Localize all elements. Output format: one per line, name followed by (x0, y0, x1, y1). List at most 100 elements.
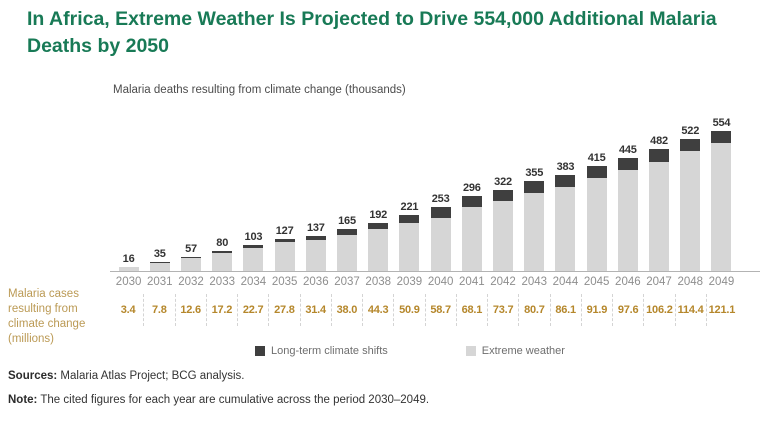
bar-segment-extreme-weather (118, 267, 139, 271)
bar-segment-extreme-weather (337, 235, 358, 271)
bar-value-label: 296 (462, 182, 481, 194)
stacked-bar (430, 207, 451, 271)
bar-segment-long-term-climate-shifts (368, 223, 389, 229)
cases-row: 3.4 7.8 12.6 17.2 22.7 27.8 31.4 38.0 44.3 50.9 58… (113, 294, 737, 326)
year-label: 2038 (365, 276, 392, 288)
bar-segment-long-term-climate-shifts (305, 236, 326, 240)
footer: Sources: Malaria Atlas Project; BCG anal… (8, 369, 429, 417)
year-axis: 2030 2031 2032 2033 2034 2035 2036 2037 2038 2039… (113, 276, 737, 288)
chart-axis-title: Malaria deaths resulting from climate ch… (113, 84, 406, 96)
bar-column-2040: 253 (425, 104, 456, 271)
cases-value: 80.7 (518, 294, 549, 326)
bar-value-label: 127 (275, 225, 294, 237)
bar-segment-extreme-weather (243, 248, 264, 271)
stacked-bar (305, 236, 326, 271)
cases-value: 44.3 (362, 294, 393, 326)
year-label: 2031 (147, 276, 173, 288)
bar-column-2043: 355 (519, 104, 550, 271)
bar-column-2046: 445 (612, 104, 643, 271)
bar-column-2045: 415 (581, 104, 612, 271)
cases-value: 91.9 (580, 294, 612, 326)
legend: Long-term climate shifts Extreme weather (255, 345, 565, 357)
sources-line: Sources: Malaria Atlas Project; BCG anal… (8, 369, 429, 384)
legend-item: Extreme weather (465, 345, 565, 357)
bar-chart: 16 35 57 80 103 127 137 165 192 221 253 296 322 355 38… (113, 104, 737, 271)
cases-value: 17.2 (205, 294, 237, 326)
bar-value-label: 192 (369, 209, 388, 221)
bar-segment-long-term-climate-shifts (430, 207, 451, 218)
bar-value-label: 322 (494, 176, 512, 188)
bar-segment-extreme-weather (680, 151, 701, 271)
bar-column-2042: 322 (487, 104, 518, 271)
bar-segment-long-term-climate-shifts (493, 190, 514, 201)
bar-segment-extreme-weather (586, 178, 607, 271)
stacked-bar (149, 262, 170, 271)
legend-item: Long-term climate shifts (255, 345, 388, 357)
year-label: 2048 (677, 276, 704, 288)
bar-column-2034: 103 (238, 104, 269, 271)
page-title: In Africa, Extreme Weather Is Projected … (27, 8, 717, 57)
bar-column-2031: 35 (144, 104, 175, 271)
cases-value: 38.0 (330, 294, 362, 326)
bar-segment-long-term-climate-shifts (337, 229, 358, 235)
stacked-bar (555, 175, 576, 271)
stacked-bar (212, 251, 233, 271)
stacked-bar (274, 239, 295, 271)
bar-column-2041: 296 (456, 104, 487, 271)
bar-value-label: 522 (681, 125, 700, 137)
bar-segment-extreme-weather (555, 187, 576, 271)
bar-segment-extreme-weather (617, 170, 638, 271)
bar-value-label: 35 (153, 248, 166, 260)
bar-value-label: 57 (185, 243, 197, 255)
cases-value: 22.7 (237, 294, 268, 326)
year-label: 2037 (334, 276, 360, 288)
bar-value-label: 445 (618, 144, 637, 156)
bar-segment-extreme-weather (274, 242, 295, 271)
cases-value: 58.7 (424, 294, 456, 326)
bar-column-2049: 554 (706, 104, 737, 271)
stacked-bar (649, 149, 670, 271)
bar-segment-extreme-weather (711, 143, 732, 271)
cases-value: 86.1 (549, 294, 581, 326)
stacked-bar (586, 166, 607, 271)
bar-column-2037: 165 (331, 104, 362, 271)
cases-value: 97.6 (612, 294, 643, 326)
bar-value-label: 383 (556, 161, 575, 173)
year-label: 2041 (459, 276, 485, 288)
bar-value-label: 16 (122, 253, 135, 265)
stacked-bar (181, 257, 201, 271)
bar-segment-extreme-weather (430, 218, 451, 271)
bar-segment-long-term-climate-shifts (586, 166, 607, 178)
year-label: 2045 (583, 276, 610, 288)
stacked-bar (461, 196, 482, 271)
bar-segment-extreme-weather (649, 162, 670, 271)
stacked-bar (711, 131, 732, 271)
bar-segment-long-term-climate-shifts (274, 239, 295, 242)
note-label: Note: (8, 393, 38, 406)
bar-value-label: 221 (400, 201, 419, 213)
bar-segment-long-term-climate-shifts (680, 139, 701, 151)
legend-swatch (465, 346, 476, 356)
bar-segment-long-term-climate-shifts (181, 257, 201, 258)
bar-segment-long-term-climate-shifts (711, 131, 732, 143)
bar-segment-long-term-climate-shifts (399, 215, 420, 223)
bar-segment-extreme-weather (461, 207, 482, 271)
year-label: 2042 (490, 276, 516, 288)
cases-value: 106.2 (643, 294, 674, 326)
legend-swatch (255, 346, 265, 356)
stacked-bar (680, 139, 701, 271)
legend-label: Extreme weather (481, 345, 565, 357)
year-label: 2036 (303, 276, 329, 288)
stacked-bar (243, 245, 264, 271)
cases-value: 3.4 (120, 304, 136, 316)
year-label: 2030 (115, 276, 142, 288)
bar-segment-extreme-weather (368, 229, 389, 271)
year-label: 2043 (521, 276, 548, 288)
note-text: The cited figures for each year are cumu… (40, 393, 430, 406)
bar-value-label: 355 (525, 167, 544, 179)
year-label: 2040 (427, 276, 454, 288)
year-label: 2049 (708, 276, 735, 288)
bar-segment-long-term-climate-shifts (649, 149, 670, 162)
bar-value-label: 415 (587, 152, 606, 164)
